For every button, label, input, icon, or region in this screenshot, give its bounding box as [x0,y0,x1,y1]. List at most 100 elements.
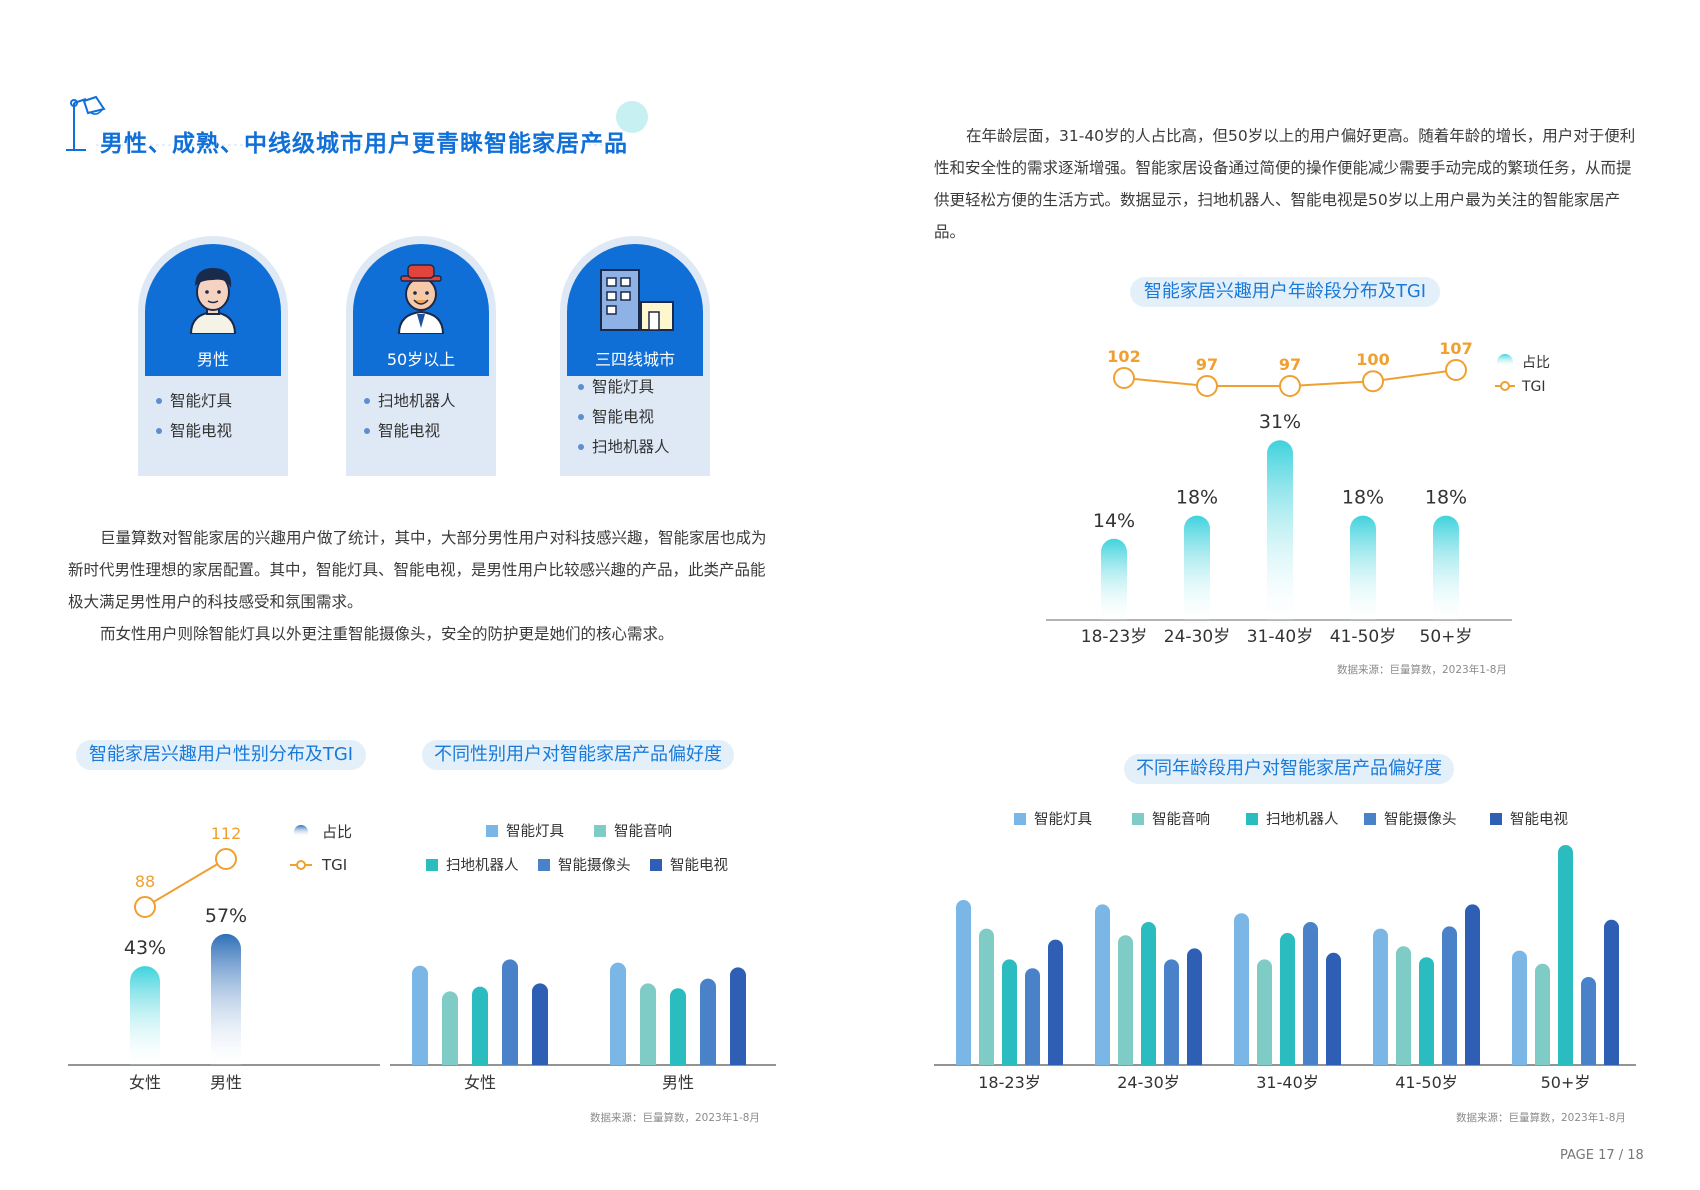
legend-swatch [296,860,306,870]
city-building-icon [600,269,674,331]
legend-swatch [1490,813,1502,825]
tgi-point [1113,367,1135,389]
senior-user-icon [397,264,445,334]
legend-label: 智能灯具 [506,823,564,840]
card-label: 男性 [196,350,229,369]
tick-label: 50+岁 [1420,627,1473,647]
heading-decoration [60,95,660,165]
list-item: 智能灯具 [138,386,288,416]
card-items: 扫地机器人 智能电视 [346,386,496,446]
tick-label: 31-40岁 [1247,627,1313,647]
legend-swatch [1364,813,1376,825]
tgi-label: 102 [1107,347,1140,366]
legend-label: 智能摄像头 [558,857,631,874]
bar [1396,946,1411,1065]
legend-swatch [486,825,498,837]
data-label: 14% [1093,510,1135,532]
list-item: 扫地机器人 [560,432,710,462]
tick-label: 男性 [210,1073,242,1092]
tgi-point [1445,359,1467,381]
tgi-label: 112 [211,824,242,843]
bar [1373,928,1388,1065]
tick-label: 18-23岁 [978,1073,1041,1092]
bar [442,991,458,1065]
bar [1164,959,1179,1065]
tick-label: 31-40岁 [1256,1073,1319,1092]
chart-title-gender: 智能家居兴趣用户性别分布及TGI [76,740,366,770]
tgi-label: 97 [1279,355,1301,374]
tick-label: 24-30岁 [1164,627,1230,647]
legend-label: 智能摄像头 [1384,811,1457,828]
legend-swatch [538,859,550,871]
data-label: 18% [1176,487,1218,509]
legend-label: 智能音响 [614,823,672,840]
list-item: 智能电视 [346,416,496,446]
gender-distribution-chart: 43% 女性 57% 男性 88 112 占比 TGI [68,823,380,1092]
age-distribution-chart: 14% 18-23岁 18% 24-30岁 31% 31-40岁 18% 41-50岁 18% 5… [1046,339,1550,647]
tick-label: 50+岁 [1541,1073,1591,1092]
bar [1442,926,1457,1065]
card-items: 智能灯具 智能电视 扫地机器人 [560,372,710,462]
data-source: 数据来源：巨量算数，2023年1-8月 [1456,1112,1626,1124]
list-item: 智能电视 [560,402,710,432]
bar [1118,935,1133,1065]
bar [532,983,548,1065]
bar [1184,515,1210,620]
left-paragraph: 巨量算数对智能家居的兴趣用户做了统计，其中，大部分男性用户对科技感兴趣，智能家居… [68,522,780,650]
bar [1257,959,1272,1065]
bar [1280,933,1295,1065]
bar [1326,952,1341,1065]
tgi-label: 107 [1439,339,1472,358]
card-senior: 50岁以上 扫地机器人 智能电视 [346,236,496,476]
male-user-icon [189,268,237,334]
bar [700,978,716,1065]
bar [1141,922,1156,1065]
tick-label: 女性 [129,1073,161,1092]
paragraph-text: 而女性用户则除智能灯具以外更注重智能摄像头，安全的防护更是她们的核心需求。 [100,625,674,643]
legend-swatch [1014,813,1026,825]
bar [1558,845,1573,1065]
legend-label: 占比 [322,823,352,841]
tick-label: 24-30岁 [1117,1073,1180,1092]
tgi-label: 97 [1196,355,1218,374]
data-label: 43% [124,937,166,959]
bar [472,986,488,1065]
tgi-line [144,858,227,908]
bar [640,983,656,1065]
right-paragraph: 在年龄层面，31-40岁的人占比高，但50岁以上的用户偏好更高。随着年龄的增长，… [934,120,1646,248]
data-label: 18% [1425,487,1467,509]
list-item: 智能电视 [138,416,288,446]
bar [1419,957,1434,1065]
legend-label: 占比 [1522,355,1550,371]
legend-swatch [1500,381,1510,391]
bar [1187,948,1202,1065]
tgi-label: 88 [135,872,155,891]
paragraph-text: 在年龄层面，31-40岁的人占比高，但50岁以上的用户偏好更高。随着年龄的增长，… [934,127,1636,241]
card-items: 智能灯具 智能电视 [138,386,288,446]
bar [1267,440,1293,620]
bar [1095,904,1110,1065]
page-title: 男性、成熟、中线级城市用户更青睐智能家居产品 [100,131,628,157]
tick-label: 18-23岁 [1081,627,1147,647]
bar [670,988,686,1065]
legend-label: 智能音响 [1152,811,1210,828]
bar [1581,977,1596,1065]
bar [1604,919,1619,1065]
tick-label: 女性 [464,1073,496,1092]
data-source: 数据来源：巨量算数，2023年1-8月 [1337,664,1507,676]
tgi-point [1362,370,1384,393]
data-label: 18% [1342,487,1384,509]
bar [412,965,428,1065]
data-label: 57% [205,905,247,927]
list-item: 智能灯具 [560,372,710,402]
paragraph-text: 巨量算数对智能家居的兴趣用户做了统计，其中，大部分男性用户对科技感兴趣，智能家居… [68,529,767,611]
legend-swatch [1132,813,1144,825]
chart-title-gender-pref: 不同性别用户对智能家居产品偏好度 [422,740,734,770]
page-number: PAGE 17 / 18 [1560,1148,1644,1163]
tgi-point [1196,375,1218,397]
legend-label: 智能电视 [1510,811,1568,828]
card-male: 男性 智能灯具 智能电视 [138,236,288,476]
chart-title-age: 智能家居兴趣用户年龄段分布及TGI [1130,277,1440,307]
legend-swatch [594,825,606,837]
